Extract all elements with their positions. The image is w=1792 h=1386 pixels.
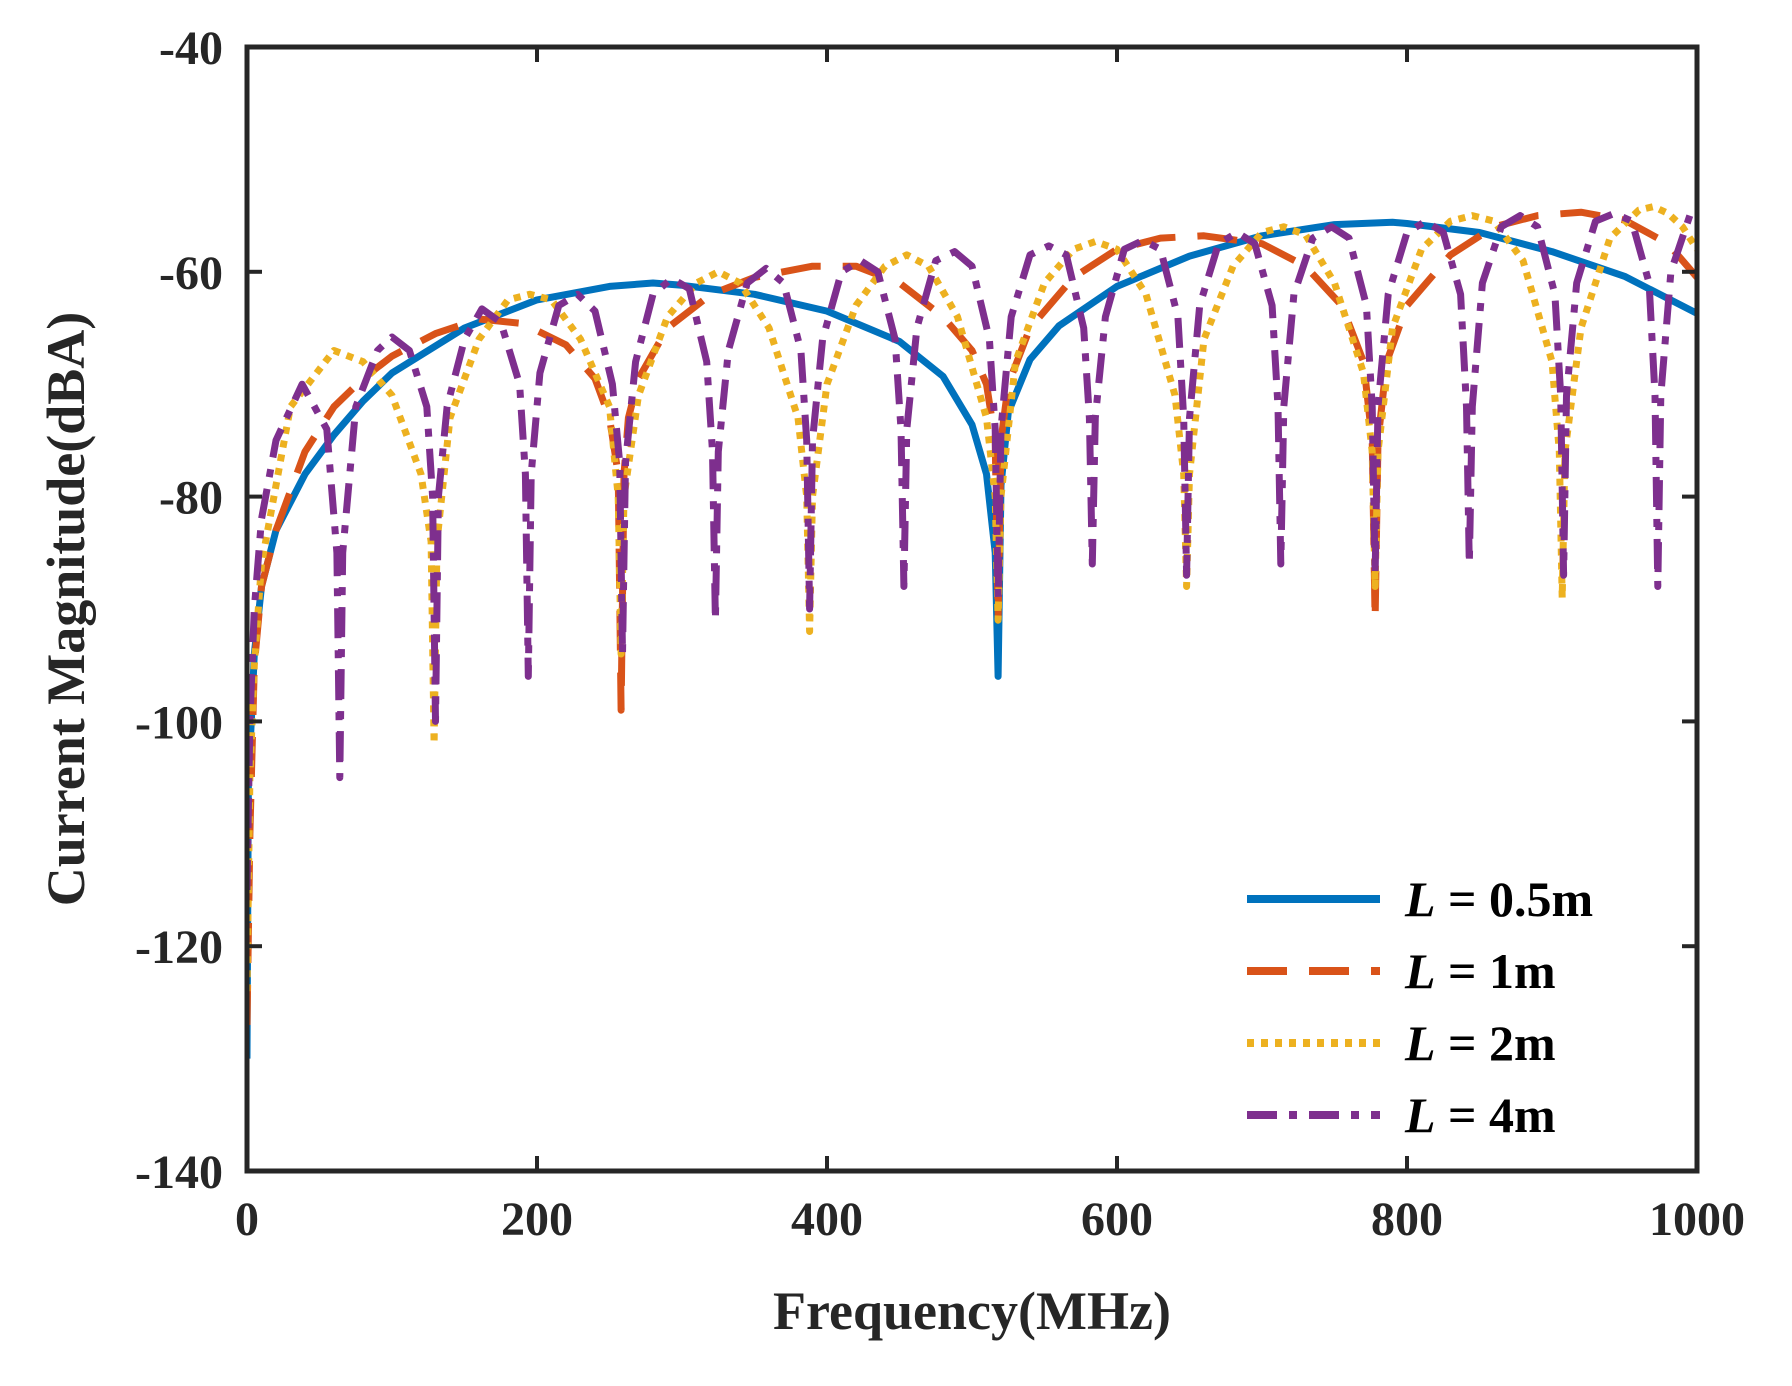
legend-equals: = (1436, 1015, 1490, 1071)
x-axis-label: Frequency(MHz) (773, 1281, 1171, 1341)
legend-value: 1m (1489, 943, 1556, 999)
legend-label-3: L = 2m (1404, 1015, 1556, 1071)
legend-value: 0.5m (1489, 871, 1593, 927)
plot-area-frame (244, 44, 1700, 1174)
legend-equals: = (1436, 871, 1490, 927)
series-line-2 (247, 208, 1697, 1025)
x-tick-label: 600 (1081, 1193, 1153, 1246)
y-tick-label: -60 (159, 247, 223, 300)
legend-equals: = (1436, 943, 1490, 999)
y-axis-label: Current Magnitude(dBA) (36, 312, 96, 907)
legend-symbol: L (1404, 1087, 1436, 1143)
legend-symbol: L (1404, 871, 1436, 927)
y-tick-label: -120 (135, 921, 223, 974)
x-tick-label: 0 (235, 1193, 259, 1246)
x-tick-label: 1000 (1649, 1193, 1745, 1246)
y-tick-label: -100 (135, 696, 223, 749)
legend-equals: = (1436, 1087, 1490, 1143)
series-layer (247, 203, 1697, 1059)
x-tick-label: 800 (1371, 1193, 1443, 1246)
y-tick-label: -140 (135, 1146, 223, 1199)
legend-symbol: L (1404, 943, 1436, 999)
y-tick-labels: -140 -120 -100 -80 -60 -40 (135, 22, 223, 1199)
legend-label-4: L = 4m (1404, 1087, 1556, 1143)
legend-value: 4m (1489, 1087, 1556, 1143)
x-tick-labels: 0 200 400 600 800 1000 (235, 1193, 1745, 1246)
series-line-4 (247, 207, 1697, 891)
x-tick-label: 200 (501, 1193, 573, 1246)
legend-symbol: L (1404, 1015, 1436, 1071)
legend-label-2: L = 1m (1404, 943, 1556, 999)
x-tick-label: 400 (791, 1193, 863, 1246)
y-tick-label: -40 (159, 22, 223, 75)
legend: L = 0.5mL = 1mL = 2mL = 4m (1247, 871, 1593, 1143)
legend-value: 2m (1489, 1015, 1556, 1071)
tick-layer (245, 45, 1699, 1173)
legend-label-1: L = 0.5m (1404, 871, 1593, 927)
y-tick-label: -80 (159, 472, 223, 525)
